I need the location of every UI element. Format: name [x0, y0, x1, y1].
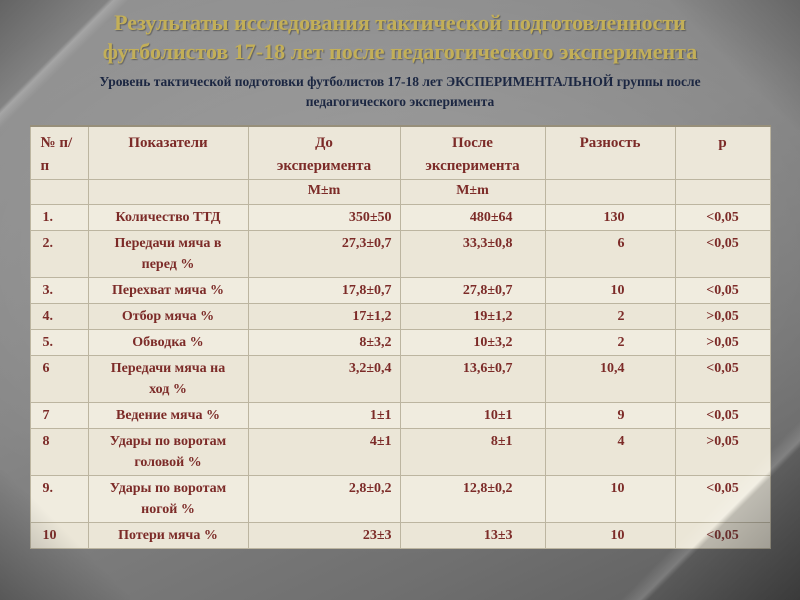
row-before-value: 23±3 [247, 522, 401, 550]
subheader-empty-cell [674, 179, 771, 206]
results-table: № п/п Показатели До эксперимента После э… [29, 125, 771, 550]
row-p-value: <0,05 [674, 475, 771, 524]
table-row: 2. Передачи мяча в перед % 27,3±0,7 33,3… [29, 230, 771, 279]
row-before-value: 8±3,2 [247, 329, 401, 357]
row-diff-value: 10,4 [544, 355, 676, 404]
row-p-value: >0,05 [674, 329, 771, 357]
slide-subtitle: Уровень тактической подготовки футболист… [99, 74, 701, 109]
row-diff-value: 2 [544, 303, 676, 331]
row-p-value: <0,05 [674, 522, 771, 550]
row-diff-value: 10 [544, 475, 676, 524]
row-p-value: <0,05 [674, 230, 771, 279]
row-number: 3. [29, 277, 89, 305]
row-number: 10 [29, 522, 89, 550]
table-row: 1. Количество ТТД 350±50 480±64 130 <0,0… [29, 204, 771, 232]
row-p-value: >0,05 [674, 303, 771, 331]
row-before-value: 27,3±0,7 [247, 230, 401, 279]
row-indicator: Обводка % [87, 329, 249, 357]
row-diff-value: 10 [544, 277, 676, 305]
row-after-value: 33,3±0,8 [399, 230, 546, 279]
row-before-value: 17,8±0,7 [247, 277, 401, 305]
row-number: 7 [29, 402, 89, 430]
row-diff-value: 10 [544, 522, 676, 550]
row-after-value: 12,8±0,2 [399, 475, 546, 524]
row-indicator: Количество ТТД [87, 204, 249, 232]
row-number: 9. [29, 475, 89, 524]
row-indicator: Перехват мяча % [87, 277, 249, 305]
row-diff-value: 4 [544, 428, 676, 477]
row-indicator: Удары по воротам ногой % [87, 475, 249, 524]
row-after-value: 27,8±0,7 [399, 277, 546, 305]
table-row: 10 Потери мяча % 23±3 13±3 10 <0,05 [29, 522, 771, 550]
header-before-experiment: До эксперимента [247, 125, 401, 181]
row-indicator: Удары по воротам головой % [87, 428, 249, 477]
row-number: 8 [29, 428, 89, 477]
row-number: 4. [29, 303, 89, 331]
row-number: 6 [29, 355, 89, 404]
row-after-value: 13,6±0,7 [399, 355, 546, 404]
row-after-value: 8±1 [399, 428, 546, 477]
row-number: 5. [29, 329, 89, 357]
row-before-value: 17±1,2 [247, 303, 401, 331]
row-indicator: Передачи мяча на ход % [87, 355, 249, 404]
row-p-value: <0,05 [674, 355, 771, 404]
row-diff-value: 9 [544, 402, 676, 430]
row-after-value: 19±1,2 [399, 303, 546, 331]
table-header: № п/п Показатели До эксперимента После э… [29, 125, 771, 206]
header-row-number: № п/п [29, 125, 89, 181]
table-row: 4. Отбор мяча % 17±1,2 19±1,2 2 >0,05 [29, 303, 771, 331]
subheader-m-before: M±m [247, 179, 401, 206]
table-row: 3. Перехват мяча % 17,8±0,7 27,8±0,7 10 … [29, 277, 771, 305]
row-number: 1. [29, 204, 89, 232]
row-after-value: 480±64 [399, 204, 546, 232]
row-before-value: 4±1 [247, 428, 401, 477]
row-before-value: 2,8±0,2 [247, 475, 401, 524]
table-header-row: № п/п Показатели До эксперимента После э… [29, 125, 771, 181]
row-indicator: Ведение мяча % [87, 402, 249, 430]
row-p-value: <0,05 [674, 402, 771, 430]
row-before-value: 3,2±0,4 [247, 355, 401, 404]
subheader-empty-cell [544, 179, 676, 206]
row-indicator: Передачи мяча в перед % [87, 230, 249, 279]
row-diff-value: 2 [544, 329, 676, 357]
row-number: 2. [29, 230, 89, 279]
header-difference: Разность [544, 125, 676, 181]
row-after-value: 10±1 [399, 402, 546, 430]
slide-title: Результаты исследования тактической подг… [102, 10, 698, 65]
header-indicators: Показатели [87, 125, 249, 181]
header-p-value: p [674, 125, 771, 181]
table-subheader-row: M±m M±m [29, 179, 771, 206]
row-p-value: >0,05 [674, 428, 771, 477]
table-row: 7 Ведение мяча % 1±1 10±1 9 <0,05 [29, 402, 771, 430]
row-indicator: Отбор мяча % [87, 303, 249, 331]
subheader-empty-cell [29, 179, 89, 206]
row-p-value: <0,05 [674, 277, 771, 305]
row-before-value: 350±50 [247, 204, 401, 232]
subheader-m-after: M±m [399, 179, 546, 206]
header-after-experiment: После эксперимента [399, 125, 546, 181]
table-row: 8 Удары по воротам головой % 4±1 8±1 4 >… [29, 428, 771, 477]
table-body: 1. Количество ТТД 350±50 480±64 130 <0,0… [29, 204, 771, 550]
subheader-empty-cell [87, 179, 249, 206]
row-diff-value: 130 [544, 204, 676, 232]
row-after-value: 10±3,2 [399, 329, 546, 357]
row-indicator: Потери мяча % [87, 522, 249, 550]
row-after-value: 13±3 [399, 522, 546, 550]
table-row: 9. Удары по воротам ногой % 2,8±0,2 12,8… [29, 475, 771, 524]
table-row: 5. Обводка % 8±3,2 10±3,2 2 >0,05 [29, 329, 771, 357]
row-diff-value: 6 [544, 230, 676, 279]
row-before-value: 1±1 [247, 402, 401, 430]
row-p-value: <0,05 [674, 204, 771, 232]
table-row: 6 Передачи мяча на ход % 3,2±0,4 13,6±0,… [29, 355, 771, 404]
